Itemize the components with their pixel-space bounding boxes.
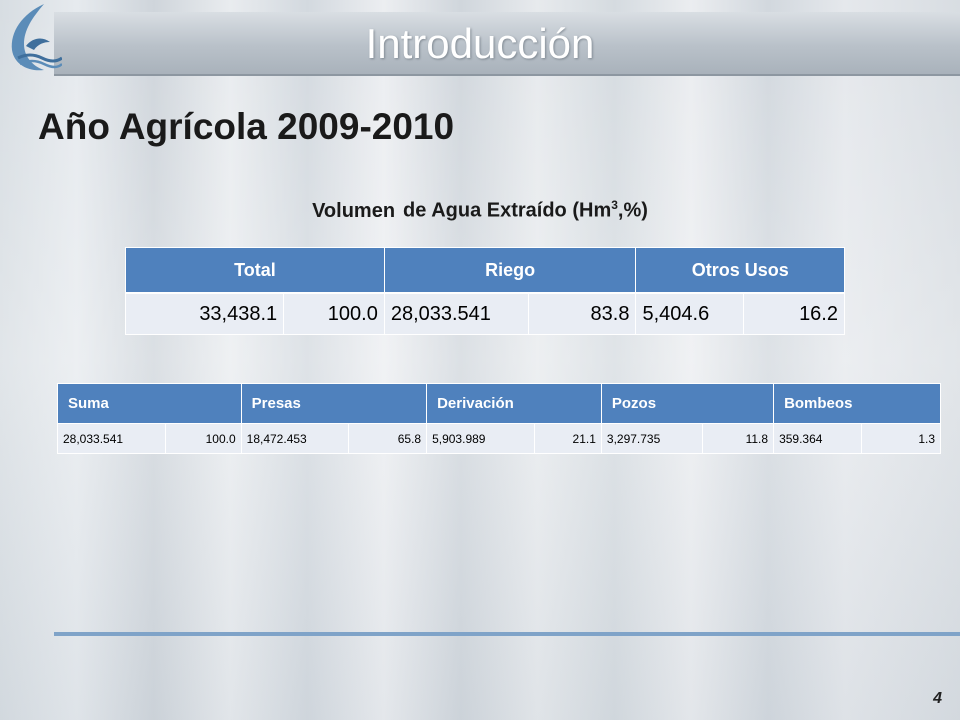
cell-otros-value: 5,404.6 (635, 292, 745, 335)
header-riego: Riego (383, 247, 637, 294)
cell-total-percent: 100.0 (283, 292, 385, 335)
table-row: 33,438.1 100.0 28,033.541 83.8 5,404.6 1… (124, 292, 845, 335)
header-bombeos: Bombeos (773, 383, 941, 424)
caption-post: ,%) (617, 199, 648, 222)
cell-suma-percent: 100.0 (164, 423, 242, 454)
cell-derivacion-percent: 21.1 (533, 423, 602, 454)
header-suma: Suma (57, 383, 242, 424)
header-bar (54, 12, 960, 76)
table-caption: Volumen de Agua Extraído (Hm3,%) (0, 198, 960, 223)
cell-presas-percent: 65.8 (348, 423, 428, 454)
water-logo-icon (11, 4, 62, 71)
cell-otros-percent: 16.2 (743, 292, 845, 335)
header-presas: Presas (240, 383, 428, 424)
page-title: Introducción (365, 20, 595, 67)
header-total: Total (125, 247, 385, 294)
table-row: 28,033.541 100.0 18,472.453 65.8 5,903.9… (57, 423, 941, 454)
header-otros-usos: Otros Usos (635, 247, 845, 294)
table-header-row: Suma Presas Derivación Pozos Bombeos (57, 383, 941, 424)
cell-riego-percent: 83.8 (527, 292, 637, 335)
cell-derivacion-value: 5,903.989 (426, 423, 535, 454)
cell-pozos-percent: 11.8 (701, 423, 775, 454)
caption-pre: Volumen (312, 199, 396, 222)
section-subtitle: Año Agrícola 2009-2010 (38, 106, 455, 147)
cell-bombeos-percent: 1.3 (861, 423, 941, 454)
header-pozos: Pozos (600, 383, 775, 424)
water-volume-table: Total Riego Otros Usos 33,438.1 100.0 28… (124, 247, 845, 335)
footer-divider (54, 632, 960, 636)
page-number: 4 (933, 690, 942, 707)
header-derivacion: Derivación (426, 383, 602, 424)
caption-main: de Agua Extraído (Hm (403, 199, 612, 222)
table-header-row: Total Riego Otros Usos (125, 247, 845, 294)
cell-total-value: 33,438.1 (124, 292, 285, 335)
cell-suma-value: 28,033.541 (57, 423, 166, 454)
cell-riego-value: 28,033.541 (383, 292, 529, 335)
cell-pozos-value: 3,297.735 (600, 423, 703, 454)
cell-bombeos-value: 359.364 (773, 423, 863, 454)
riego-breakdown-table: Suma Presas Derivación Pozos Bombeos 28,… (57, 383, 941, 454)
caption-sup: 3 (611, 198, 618, 212)
cell-presas-value: 18,472.453 (240, 423, 350, 454)
